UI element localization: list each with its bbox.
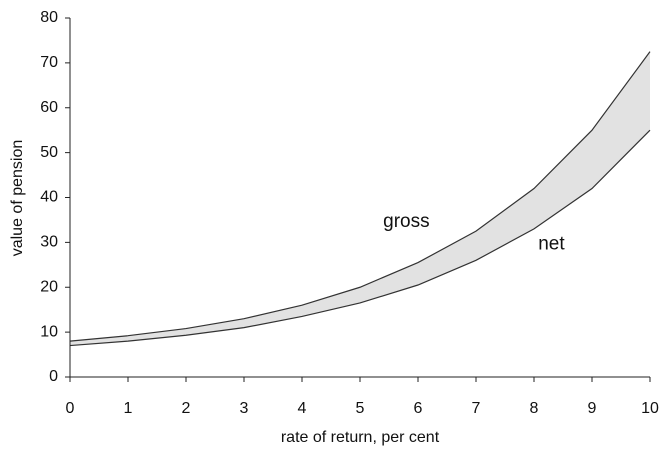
series-line [69,51,651,342]
y-axis-label: value of pension [9,140,26,257]
series-line [69,129,651,347]
y-tick-label: 0 [49,368,58,385]
y-tick-label: 10 [40,323,58,340]
x-tick-label: 0 [66,400,75,417]
x-axis-label: rate of return, per cent [281,429,440,446]
x-tick-label: 5 [356,400,365,417]
y-tick-label: 80 [40,9,58,26]
x-tick-label: 2 [182,400,191,417]
y-tick-label: 70 [40,54,58,71]
x-tick-label: 10 [641,400,659,417]
y-tick-label: 30 [40,234,58,251]
x-tick-label: 1 [124,400,133,417]
y-tick-label: 20 [40,278,58,295]
annotation: gross [383,211,429,232]
x-tick-label: 3 [240,400,249,417]
x-tick-label: 4 [298,400,307,417]
y-tick-label: 50 [40,144,58,161]
x-tick-label: 7 [472,400,481,417]
band-fill [70,51,650,346]
annotation: net [538,234,565,255]
x-tick-label: 8 [530,400,539,417]
x-tick-label: 6 [414,400,423,417]
x-tick-label: 9 [588,400,597,417]
y-tick-label: 40 [40,189,58,206]
y-tick-label: 60 [40,99,58,116]
